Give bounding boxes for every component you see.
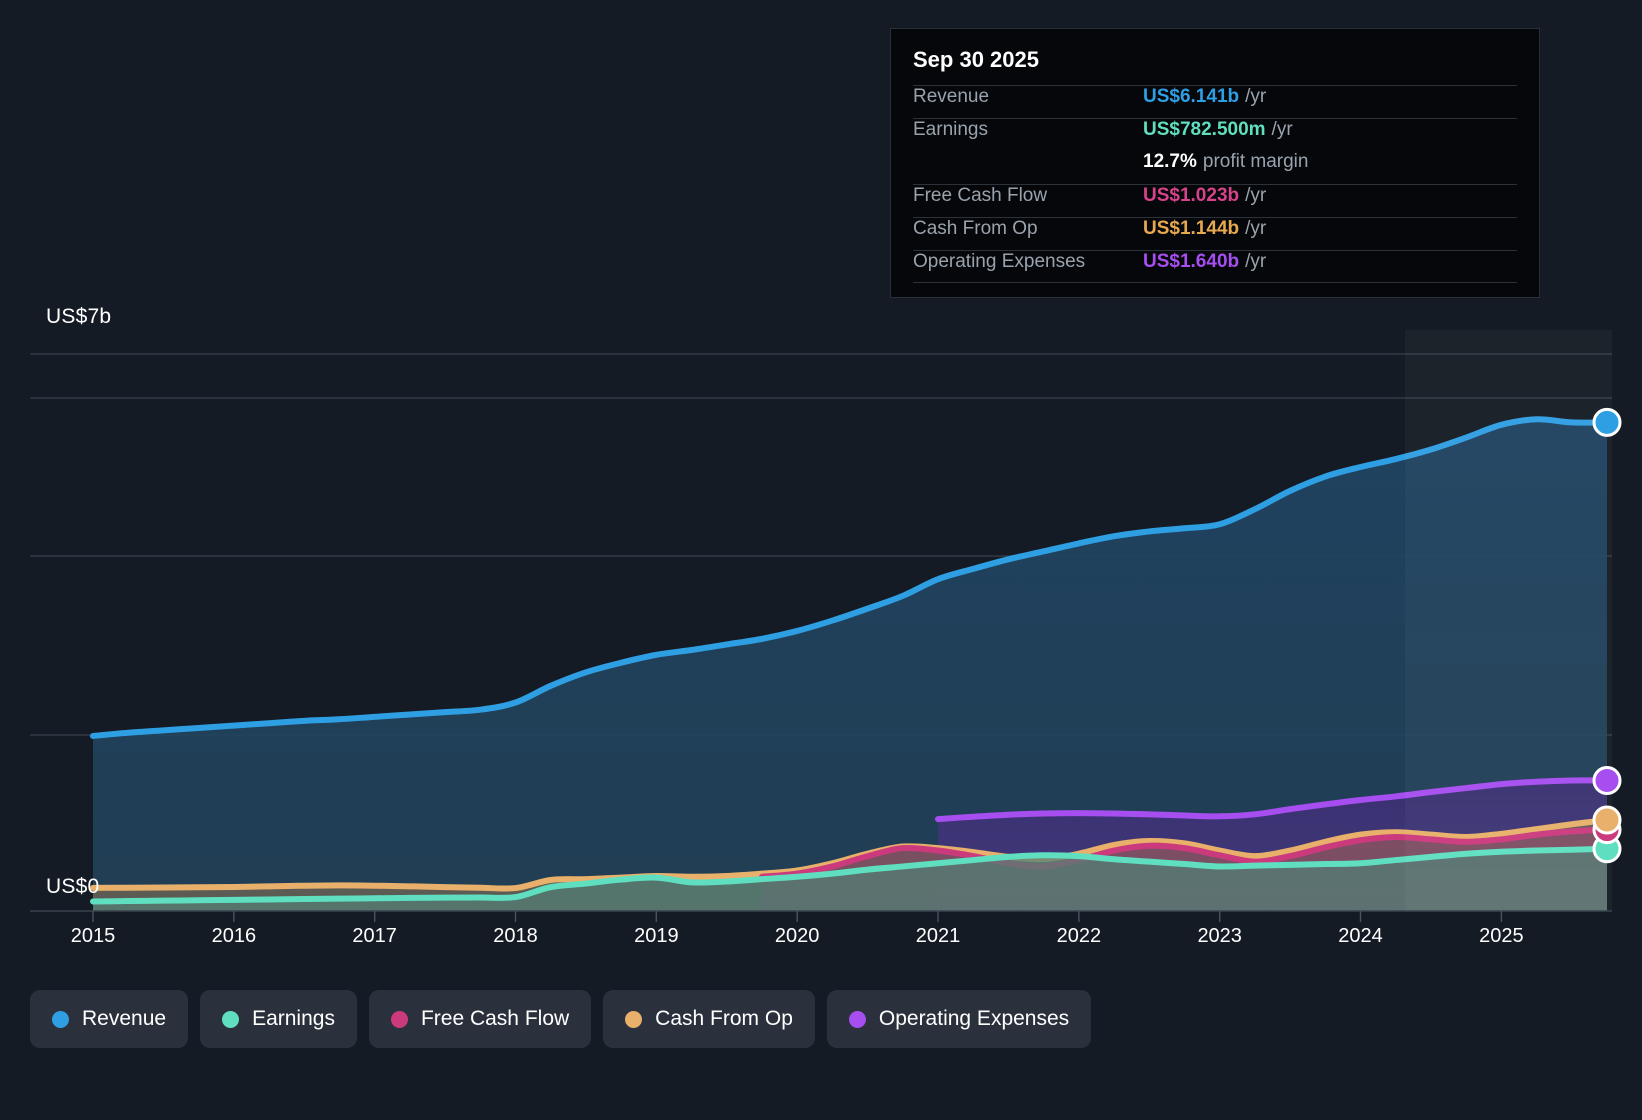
- tooltip-row-label: Operating Expenses: [913, 251, 1086, 272]
- tooltip-row-value-wrap: US$1.023b/yr: [1143, 185, 1266, 207]
- series-layer: [90, 416, 1610, 911]
- tooltip-row-unit: profit margin: [1202, 151, 1309, 172]
- series-area-revenue: [93, 419, 1607, 911]
- legend-color-dot-icon: [625, 1010, 643, 1028]
- legend-item-earnings[interactable]: Earnings: [200, 990, 357, 1048]
- tooltip-row: Earnings US$782.500m/yr: [913, 118, 1517, 151]
- tooltip-row-value-wrap: 12.7% profit margin: [1143, 151, 1308, 173]
- legend-item-cash-from-op[interactable]: Cash From Op: [603, 990, 815, 1048]
- tooltip-row-value: US$1.640b: [1143, 251, 1240, 272]
- x-tick-label-2015: 2015: [70, 925, 116, 947]
- tooltip-row: Cash From Op US$1.144b/yr: [913, 217, 1517, 250]
- endpoint-marker-revenue: [1592, 407, 1622, 437]
- legend-item-label: Free Cash Flow: [420, 1007, 570, 1030]
- tooltip-row-value: US$782.500m: [1143, 119, 1266, 140]
- tooltip-row-unit: /yr: [1245, 86, 1267, 107]
- tooltip-row-unit: /yr: [1271, 119, 1293, 140]
- series-line-revenue: [90, 416, 1610, 739]
- legend-item-operating-expenses[interactable]: Operating Expenses: [826, 990, 1092, 1048]
- endpoint-marker-cash-from-op: [1592, 805, 1622, 835]
- tooltip-row-unit: /yr: [1245, 218, 1267, 239]
- legend-color-dot-icon: [390, 1010, 408, 1028]
- tooltip-row-label: Cash From Op: [913, 218, 1038, 239]
- tooltip-row: Free Cash Flow US$1.023b/yr: [913, 184, 1517, 217]
- legend-item-label: Cash From Op: [655, 1007, 793, 1030]
- tooltip-row-label: Earnings: [913, 119, 988, 140]
- forecast-region: [1405, 330, 1612, 912]
- chart-legend: Revenue Earnings Free Cash Flow Cash From O…: [30, 990, 1092, 1048]
- tooltip-row-unit: /yr: [1245, 251, 1267, 272]
- tooltip-row: Operating Expenses US$1.640b/yr: [913, 250, 1517, 283]
- tooltip-row-label: Revenue: [913, 86, 990, 107]
- tooltip-row-value-wrap: US$1.144b/yr: [1143, 218, 1266, 240]
- tooltip-row-value: US$1.144b: [1143, 218, 1240, 239]
- x-tick-label-2019: 2019: [634, 925, 679, 947]
- y-axis-max-label: US$7b: [46, 305, 112, 328]
- tooltip-row: 12.7% profit margin: [913, 151, 1517, 184]
- x-tick-label-2025: 2025: [1479, 925, 1524, 947]
- tooltip-row-value-wrap: US$6.141b/yr: [1143, 86, 1266, 108]
- x-axis-ticks: [92, 911, 1503, 922]
- tooltip-row-value-wrap: US$782.500m/yr: [1143, 119, 1293, 141]
- legend-item-label: Earnings: [252, 1007, 335, 1030]
- x-tick-label-2020: 2020: [774, 925, 820, 947]
- legend-color-dot-icon: [52, 1010, 69, 1028]
- legend-item-label: Operating Expenses: [878, 1007, 1070, 1030]
- legend-item-label: Revenue: [82, 1007, 167, 1030]
- series-line-earnings: [90, 845, 1610, 905]
- y-axis-zero-label: US$0: [46, 875, 100, 898]
- legend-color-dot-icon: [222, 1010, 240, 1028]
- x-tick-label-2018: 2018: [493, 925, 538, 947]
- legend-item-revenue[interactable]: Revenue: [30, 990, 189, 1048]
- tooltip-row-value: US$6.141b: [1143, 86, 1240, 107]
- legend-color-dot-icon: [848, 1010, 866, 1028]
- series-endpoint-markers: [1592, 407, 1622, 864]
- x-tick-label-2021: 2021: [915, 925, 961, 947]
- x-tick-label-2024: 2024: [1338, 925, 1383, 947]
- series-line-operating-expenses: [935, 777, 1610, 823]
- tooltip-row: Revenue US$6.141b/yr: [913, 85, 1517, 118]
- tooltip-date: Sep 30 2025: [913, 47, 1039, 72]
- tooltip-row-value: US$1.023b: [1143, 185, 1240, 206]
- tooltip-row-value-wrap: US$1.640b/yr: [1143, 251, 1266, 273]
- tooltip-row-label: Free Cash Flow: [913, 185, 1048, 206]
- tooltip-rows: Revenue US$6.141b/yr Earnings US$782.500m/y…: [913, 85, 1517, 283]
- tooltip-row-value: 12.7%: [1143, 151, 1197, 172]
- x-tick-label-2023: 2023: [1197, 925, 1242, 947]
- endpoint-marker-operating-expenses: [1592, 766, 1622, 795]
- x-tick-label-2022: 2022: [1056, 925, 1102, 947]
- tooltip-row-unit: /yr: [1245, 185, 1267, 206]
- series-line-free-cash-flow: [758, 826, 1610, 880]
- series-area-earnings: [93, 848, 1607, 911]
- data-tooltip-card: Sep 30 2025 Revenue US$6.141b/yr Earnings U…: [890, 28, 1540, 298]
- legend-item-free-cash-flow[interactable]: Free Cash Flow: [368, 990, 592, 1048]
- x-tick-label-2016: 2016: [211, 925, 257, 947]
- x-tick-label-2017: 2017: [352, 925, 397, 947]
